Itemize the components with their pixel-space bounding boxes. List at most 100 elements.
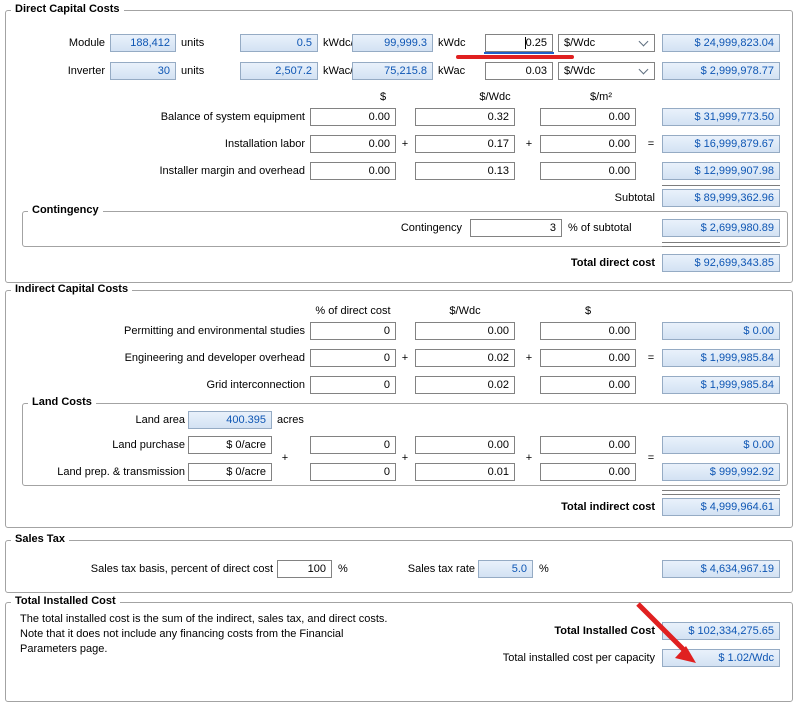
- land-purchase-per-acre-input[interactable]: $ 0/acre: [188, 436, 272, 454]
- grid-interconnection-percent-input[interactable]: 0: [310, 376, 396, 394]
- permitting-total-field: $ 0.00: [662, 322, 780, 340]
- grid-interconnection-per-wdc-input[interactable]: 0.02: [415, 376, 515, 394]
- land-costs-title: Land Costs: [28, 396, 96, 408]
- indirect-header-per-wdc: $/Wdc: [449, 305, 481, 317]
- sales-tax-title: Sales Tax: [11, 533, 69, 545]
- plus-operator: +: [525, 138, 533, 150]
- bos-per-wdc-input[interactable]: 0.32: [415, 108, 515, 126]
- grid-interconnection-total-field: $ 1,999,985.84: [662, 376, 780, 394]
- indirect-capital-costs-title: Indirect Capital Costs: [11, 283, 133, 295]
- sales-tax-rate-field: 5.0: [478, 560, 533, 578]
- cost-per-capacity-field: $ 1.02/Wdc: [662, 649, 780, 667]
- engineering-label: Engineering and developer overhead: [124, 352, 305, 364]
- module-capacity-per-unit-field: 0.5: [240, 34, 318, 52]
- installer-margin-per-wdc-input[interactable]: 0.13: [415, 162, 515, 180]
- land-purchase-per-wdc-input[interactable]: 0.00: [415, 436, 515, 454]
- contingency-input[interactable]: 3: [470, 219, 562, 237]
- permitting-dollar-input[interactable]: 0.00: [540, 322, 636, 340]
- installation-labor-dollar-input[interactable]: 0.00: [310, 135, 396, 153]
- land-purchase-label: Land purchase: [112, 439, 185, 451]
- grid-interconnection-label: Grid interconnection: [206, 379, 305, 391]
- subtotal-field: $ 89,999,362.96: [662, 189, 780, 207]
- inverter-capacity-field: 75,215.8: [352, 62, 433, 80]
- installer-margin-dollar-input[interactable]: 0.00: [310, 162, 396, 180]
- indirect-header-percent: % of direct cost: [315, 305, 391, 317]
- installer-margin-per-m2-input[interactable]: 0.00: [540, 162, 636, 180]
- total-installed-cost-title: Total Installed Cost: [11, 595, 120, 607]
- sales-tax-rate-suffix: %: [539, 563, 549, 575]
- direct-header-dollar: $: [379, 91, 387, 103]
- plus-operator: +: [525, 352, 533, 364]
- inverter-cost-units-dropdown[interactable]: $/Wdc: [558, 62, 655, 80]
- module-units-suffix: units: [181, 37, 205, 49]
- permitting-percent-input[interactable]: 0: [310, 322, 396, 340]
- equals-operator: =: [647, 352, 655, 364]
- inverter-cost-input[interactable]: 0.03: [485, 62, 553, 80]
- land-costs-group: Land Costs: [22, 396, 788, 486]
- grid-interconnection-dollar-input[interactable]: 0.00: [540, 376, 636, 394]
- land-prep-per-acre-input[interactable]: $ 0/acre: [188, 463, 272, 481]
- inverter-units-suffix: units: [181, 65, 205, 77]
- bos-dollar-input[interactable]: 0.00: [310, 108, 396, 126]
- module-total-field: $ 24,999,823.04: [662, 34, 780, 52]
- direct-header-per-wdc: $/Wdc: [479, 91, 511, 103]
- contingency-title: Contingency: [28, 204, 103, 216]
- total-indirect-cost-label: Total indirect cost: [561, 501, 655, 513]
- land-prep-per-wdc-input[interactable]: 0.01: [415, 463, 515, 481]
- land-purchase-percent-input[interactable]: 0: [310, 436, 396, 454]
- text-caret: [524, 37, 526, 50]
- contingency-group: Contingency: [22, 204, 788, 247]
- sales-tax-rate-label: Sales tax rate: [407, 563, 475, 575]
- installation-labor-per-m2-input[interactable]: 0.00: [540, 135, 636, 153]
- equals-operator: =: [647, 452, 655, 464]
- direct-capital-costs-group: Direct Capital Costs: [5, 3, 793, 283]
- sales-tax-basis-label: Sales tax basis, percent of direct cost: [90, 563, 273, 575]
- annotation-arrow-icon: [636, 602, 696, 663]
- module-cost-units-dropdown[interactable]: $/Wdc: [558, 34, 655, 52]
- permitting-per-wdc-input[interactable]: 0.00: [415, 322, 515, 340]
- inverter-capacity-per-unit-field: 2,507.2: [240, 62, 318, 80]
- direct-capital-costs-title: Direct Capital Costs: [11, 3, 124, 15]
- land-area-label: Land area: [135, 414, 185, 426]
- total-installed-cost-description: The total installed cost is the sum of t…: [20, 613, 388, 655]
- equals-operator: =: [647, 138, 655, 150]
- contingency-suffix: % of subtotal: [568, 222, 632, 234]
- engineering-per-wdc-input[interactable]: 0.02: [415, 349, 515, 367]
- installer-margin-total-field: $ 12,999,907.98: [662, 162, 780, 180]
- plus-operator: +: [401, 452, 409, 464]
- sales-tax-total-field: $ 4,634,967.19: [662, 560, 780, 578]
- total-direct-cost-label: Total direct cost: [570, 257, 655, 269]
- indirect-capital-costs-group: Indirect Capital Costs: [5, 283, 793, 528]
- total-direct-cost-field: $ 92,699,343.85: [662, 254, 780, 272]
- engineering-percent-input[interactable]: 0: [310, 349, 396, 367]
- total-installed-cost-field: $ 102,334,275.65: [662, 622, 780, 640]
- land-area-suffix: acres: [277, 414, 304, 426]
- land-purchase-total-field: $ 0.00: [662, 436, 780, 454]
- plus-operator: +: [401, 138, 409, 150]
- cost-per-capacity-label: Total installed cost per capacity: [502, 652, 655, 664]
- total-installed-cost-group: Total Installed Cost: [5, 595, 793, 702]
- sales-tax-basis-suffix: %: [338, 563, 348, 575]
- module-units-field: 188,412: [110, 34, 176, 52]
- plus-operator: +: [401, 352, 409, 364]
- module-label: Module: [68, 37, 105, 49]
- bos-per-m2-input[interactable]: 0.00: [540, 108, 636, 126]
- land-purchase-dollar-input[interactable]: 0.00: [540, 436, 636, 454]
- engineering-dollar-input[interactable]: 0.00: [540, 349, 636, 367]
- bos-label: Balance of system equipment: [160, 111, 305, 123]
- module-cost-input[interactable]: 0.25: [485, 34, 553, 52]
- land-prep-dollar-input[interactable]: 0.00: [540, 463, 636, 481]
- land-prep-percent-input[interactable]: 0: [310, 463, 396, 481]
- module-capacity-suffix: kWdc: [438, 37, 466, 49]
- summation-rule: [662, 185, 780, 186]
- module-cost-units-value: $/Wdc: [564, 37, 596, 49]
- annotation-red-underline: [456, 55, 574, 59]
- plus-operator: +: [281, 452, 289, 464]
- module-capacity-field: 99,999.3: [352, 34, 433, 52]
- land-prep-total-field: $ 999,992.92: [662, 463, 780, 481]
- chevron-down-icon: [638, 64, 649, 74]
- sales-tax-basis-input[interactable]: 100: [277, 560, 332, 578]
- inverter-total-field: $ 2,999,978.77: [662, 62, 780, 80]
- installation-labor-per-wdc-input[interactable]: 0.17: [415, 135, 515, 153]
